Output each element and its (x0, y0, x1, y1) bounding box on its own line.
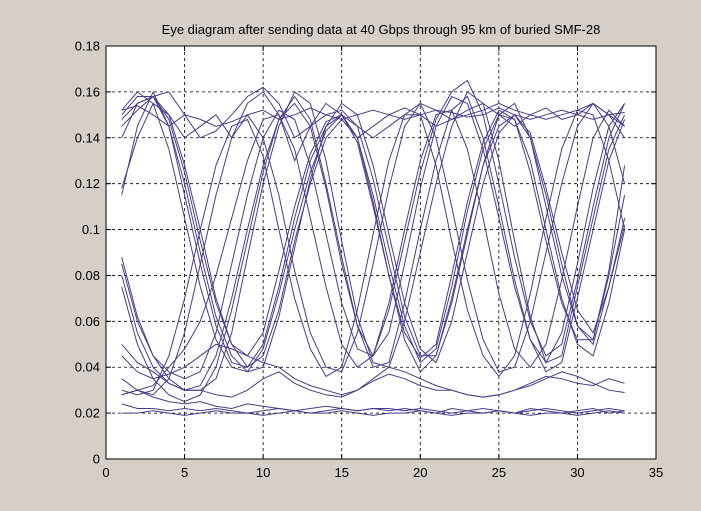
eye-trace-2 (121, 91, 625, 163)
y-tick-label: 0.14 (75, 130, 100, 145)
x-tick-label: 15 (334, 465, 348, 480)
eye-trace-8 (121, 102, 626, 368)
y-tick-label: 0.18 (75, 39, 100, 54)
y-tick-label: 0.08 (75, 268, 100, 283)
y-tick-label: 0.02 (75, 406, 100, 421)
eye-traces (121, 79, 626, 416)
eye-trace-11 (121, 95, 626, 359)
x-tick-label: 0 (102, 465, 109, 480)
y-tick-label: 0.04 (75, 360, 100, 375)
eye-trace-17 (121, 109, 626, 396)
eye-trace-19 (121, 343, 625, 398)
y-tick-label: 0.16 (75, 84, 100, 99)
x-tick-label: 25 (492, 465, 506, 480)
x-tick-label: 35 (649, 465, 663, 480)
y-tick-label: 0.12 (75, 176, 100, 191)
plot-frame (105, 45, 657, 460)
x-tick-label: 30 (570, 465, 584, 480)
y-tick-label: 0 (93, 452, 100, 467)
y-tick-label: 0.06 (75, 314, 100, 329)
eye-trace-9 (121, 96, 626, 373)
eye-trace-15 (121, 95, 626, 403)
y-axis: 0 0.02 0.04 0.06 0.08 0.1 0.12 0.14 0.16 0.18 (75, 39, 656, 467)
x-tick-label: 10 (256, 465, 270, 480)
eye-trace-6 (121, 389, 625, 414)
x-axis: 0 5 10 15 20 25 30 35 (102, 46, 663, 480)
x-tick-label: 5 (181, 465, 188, 480)
y-tick-label: 0.1 (82, 222, 100, 237)
eye-trace-20 (121, 343, 625, 398)
eye-trace-7 (121, 90, 626, 373)
eye-trace-16 (121, 102, 626, 396)
eye-trace-18 (121, 109, 625, 391)
plot-area (105, 45, 657, 460)
chart-title: Eye diagram after sending data at 40 Gbp… (162, 22, 601, 37)
eye-trace-5 (121, 410, 625, 416)
eye-trace-3 (121, 86, 626, 139)
eye-trace-1 (121, 105, 625, 127)
x-tick-label: 20 (413, 465, 427, 480)
